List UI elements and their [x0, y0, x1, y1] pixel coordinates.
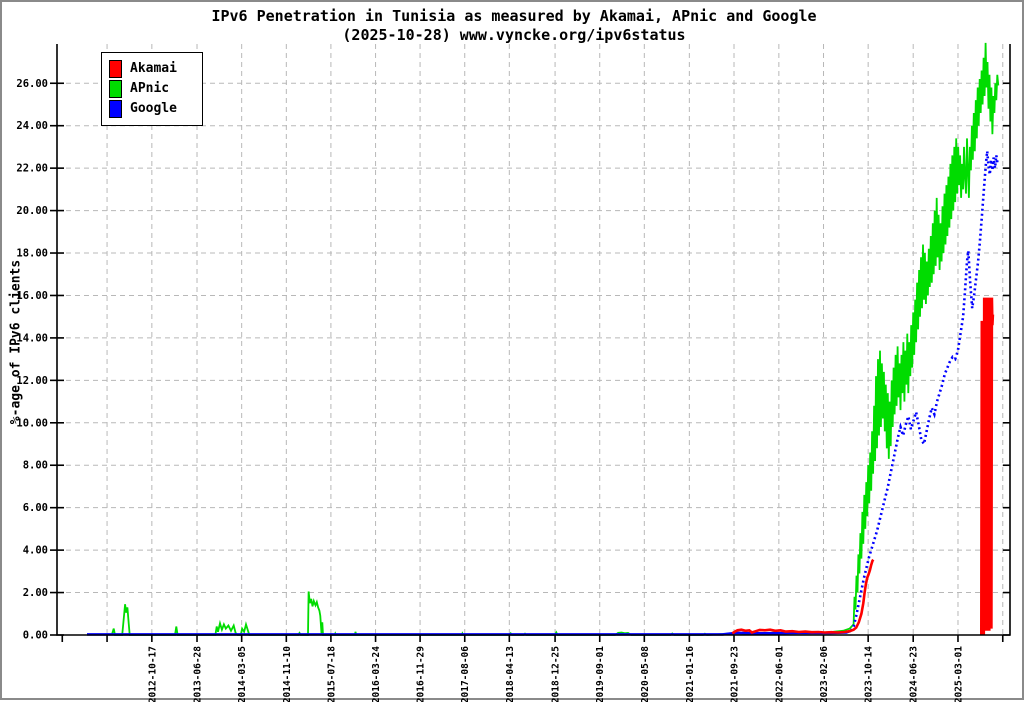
- x-tick-label: 2019-09-01: [595, 646, 606, 702]
- y-tick-label: 16.00: [16, 290, 48, 302]
- plot-border: [56, 44, 1011, 636]
- y-tick-label: 8.00: [23, 460, 48, 472]
- x-tick-label: 2023-02-06: [819, 646, 830, 702]
- x-tick-label: 2018-04-13: [505, 646, 516, 702]
- x-tick-label: 2021-09-23: [730, 646, 741, 702]
- x-tick-label: 2024-06-23: [909, 646, 920, 702]
- x-tick-label: 2020-05-08: [640, 646, 651, 702]
- x-tick-label: 2015-07-18: [326, 646, 337, 702]
- y-tick-label: 14.00: [16, 332, 48, 344]
- y-tick-label: 12.00: [16, 375, 48, 387]
- google-color-swatch: [109, 100, 122, 118]
- chart-title-line1: IPv6 Penetration in Tunisia as measured …: [211, 7, 817, 25]
- y-tick-label: 2.00: [23, 587, 48, 599]
- x-tick-label: 2016-11-29: [416, 646, 427, 702]
- y-tick-label: 26.00: [16, 78, 48, 90]
- series-google-line: [849, 151, 999, 632]
- x-tick-label: 2017-08-06: [460, 646, 471, 702]
- legend-item-apnic: APnic: [109, 79, 194, 99]
- series-apnic-line: [110, 42, 1000, 636]
- x-tick-label: 2025-03-01: [953, 646, 964, 702]
- legend-box: Akamai APnic Google: [101, 52, 203, 126]
- y-tick-label: 18.00: [16, 248, 48, 260]
- chart-title-line2: (2025-10-28) www.vyncke.org/ipv6status: [342, 26, 686, 44]
- legend-label-apnic: APnic: [130, 81, 170, 96]
- x-tick-label: 2014-03-05: [237, 646, 248, 702]
- x-tick-label: 2012-10-17: [147, 646, 158, 702]
- y-tick-label: 4.00: [23, 545, 48, 557]
- x-tick-label: 2022-06-01: [774, 646, 785, 702]
- x-tick-label: 2023-10-14: [864, 646, 875, 702]
- y-tick-label: 0.00: [23, 630, 48, 642]
- y-tick-label: 24.00: [16, 120, 48, 132]
- x-tick-label: 2018-12-25: [551, 646, 562, 702]
- series-akamai-line: [979, 297, 995, 636]
- legend-item-akamai: Akamai: [109, 59, 194, 79]
- y-tick-label: 6.00: [23, 502, 48, 514]
- y-tick-label: 22.00: [16, 163, 48, 175]
- series-akamai-line: [731, 558, 875, 635]
- x-tick-label: 2014-11-10: [282, 646, 293, 702]
- x-tick-label: 2021-01-16: [685, 646, 696, 702]
- y-tick-label: 20.00: [16, 205, 48, 217]
- legend-label-google: Google: [130, 101, 177, 116]
- akamai-color-swatch: [109, 60, 122, 78]
- grid-lines: [57, 44, 1010, 635]
- x-tick-label: 2013-06-28: [193, 646, 204, 702]
- tick-labels: 0.00 2.00 4.00 6.00 8.00 10.00 12.00 14.00 16.00…: [16, 78, 964, 702]
- legend-item-google: Google: [109, 99, 194, 119]
- legend-label-akamai: Akamai: [130, 61, 177, 76]
- axes: [50, 44, 1011, 642]
- x-tick-label: 2016-03-24: [371, 646, 382, 702]
- y-tick-label: 10.00: [16, 417, 48, 429]
- series-lines: [87, 42, 1000, 636]
- apnic-color-swatch: [109, 80, 122, 98]
